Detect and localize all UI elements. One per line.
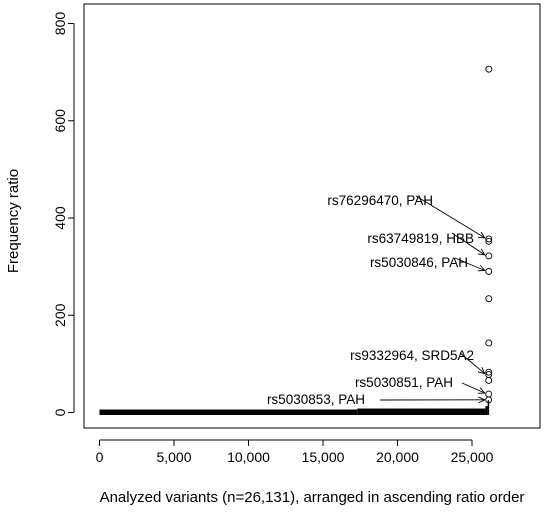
plot-frame [83, 3, 541, 429]
y-tick-label: 200 [52, 303, 68, 327]
y-tick-label: 400 [52, 206, 68, 230]
data-point [485, 339, 493, 347]
data-point [485, 295, 493, 303]
y-tick-label: 0 [52, 408, 68, 416]
baseline-points [99, 409, 358, 415]
data-point [485, 376, 493, 384]
baseline-points [357, 408, 486, 415]
annotation-arrowhead [477, 248, 486, 256]
annotation-label: rs5030853, PAH [267, 392, 365, 407]
annotations: rs76296470, PAH rs63749819, HBB rs5030846,… [267, 193, 486, 407]
x-tick-label: 0 [96, 449, 104, 465]
x-tick-label: 20,000 [376, 449, 419, 465]
data-point [485, 268, 493, 275]
y-tick-label: 600 [52, 109, 68, 133]
y-tick-label: 800 [52, 12, 68, 36]
data-point [485, 390, 493, 398]
data-point [485, 65, 493, 73]
data-point [485, 235, 493, 243]
annotation-arrowhead [477, 264, 486, 272]
data-point [485, 396, 493, 404]
annotation-arrowhead [478, 396, 486, 404]
annotation-arrow [454, 257, 485, 271]
y-axis-title: Frequency ratio [5, 169, 22, 273]
annotation-arrow [459, 352, 486, 374]
data-point [485, 237, 493, 245]
annotation-arrowhead [477, 367, 486, 375]
annotation-label: rs9332964, SRD5A2 [350, 348, 474, 363]
x-tick-label: 5,000 [156, 449, 191, 465]
annotation-label: rs76296470, PAH [327, 193, 433, 208]
baseline-points [485, 406, 488, 415]
annotation-arrowhead [477, 387, 486, 394]
annotation-label: rs5030851, PAH [355, 375, 453, 390]
annotation-arrowhead [477, 231, 486, 239]
data-point [485, 252, 493, 260]
x-tick-label: 25,000 [451, 449, 494, 465]
annotation-label: rs5030846, PAH [370, 255, 468, 270]
x-axis-title: Analyzed variants (n=26,131), arranged i… [100, 489, 525, 506]
annotation-label: rs63749819, HBB [367, 231, 474, 246]
annotation-arrow [461, 382, 485, 394]
x-tick-label: 15,000 [302, 449, 345, 465]
data-point [485, 368, 493, 376]
annotation-arrow [415, 195, 486, 239]
baseline-points [487, 400, 490, 415]
x-tick-label: 10,000 [227, 449, 270, 465]
data-points [99, 65, 493, 415]
axes: 0 200 400 600 800 0 5,000 10,000 15,000 20,000 25,… [52, 3, 541, 465]
annotation-arrow [451, 232, 486, 256]
